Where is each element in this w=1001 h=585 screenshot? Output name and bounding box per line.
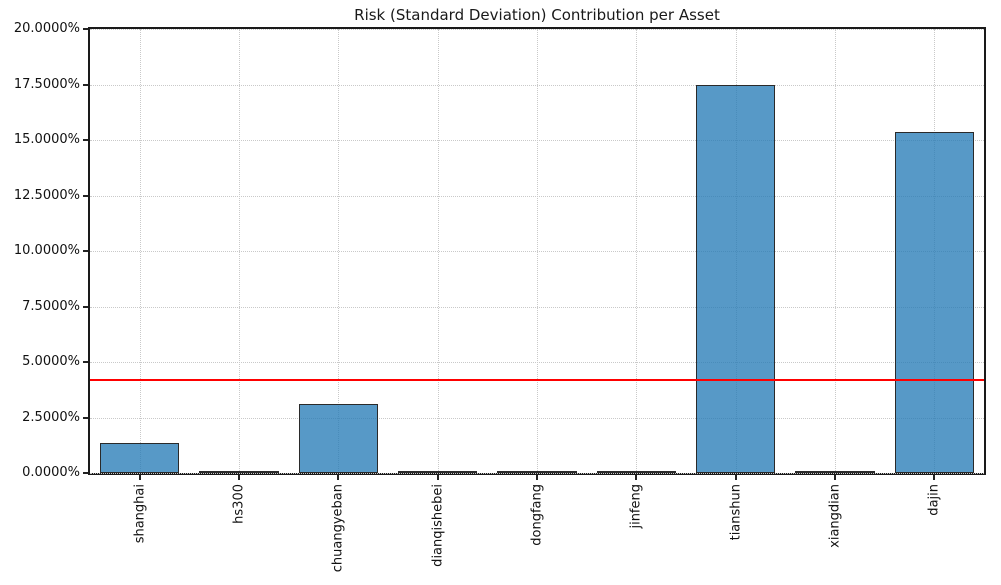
y-axis-tick-mark [83, 361, 88, 363]
x-axis-tick-label: dajin [926, 484, 942, 516]
x-axis-tick-mark [337, 475, 340, 480]
x-axis-tick-label: hs300 [231, 484, 247, 524]
y-axis-tick-label: 10.0000% [13, 243, 80, 258]
bar-tianshun [695, 85, 776, 473]
chart-title: Risk (Standard Deviation) Contribution p… [354, 6, 720, 24]
x-axis-tick-label: dianqishebei [430, 484, 446, 567]
bar-dajin [894, 132, 975, 473]
bar-dianqishebei [397, 470, 478, 473]
plot-area [88, 27, 986, 475]
v-gridline [437, 29, 439, 473]
x-axis-tick-mark [138, 475, 141, 480]
y-axis-tick-mark [83, 194, 88, 197]
x-axis-tick-label: xiangdian [827, 484, 843, 548]
bar-xiangdian [795, 470, 875, 473]
y-axis-tick-label: 15.0000% [13, 132, 80, 147]
reference-line-layer [90, 29, 984, 473]
y-axis-tick-label: 17.5000% [13, 76, 80, 92]
x-axis-tick-mark [436, 475, 439, 480]
x-axis-tick-label: dongfang [529, 484, 545, 546]
x-axis-tick-mark [635, 475, 638, 480]
v-gridline [139, 29, 141, 473]
y-axis-tick-label: 5.0000% [22, 354, 80, 369]
x-axis-tick-label: tianshun [728, 484, 744, 541]
y-axis-tick-mark [83, 139, 88, 141]
y-axis-tick-mark [83, 83, 88, 86]
h-gridline [90, 473, 984, 474]
x-axis-tick-mark [933, 475, 936, 480]
y-axis-tick-mark [83, 416, 88, 419]
v-gridline [835, 29, 836, 473]
bar-jinfeng [596, 470, 677, 473]
y-axis-tick-label: 2.5000% [22, 409, 80, 425]
bar-shanghai [99, 443, 180, 473]
x-axis-tick-mark [734, 475, 737, 480]
y-axis-tick-label: 20.0000% [13, 21, 80, 36]
x-axis-tick-label: chuangyeban [330, 484, 346, 573]
x-axis-tick-mark [834, 475, 836, 480]
v-gridline [338, 29, 340, 473]
bar-hs300 [199, 470, 279, 473]
bar-dongfang [497, 470, 577, 473]
y-axis-tick-label: 7.5000% [22, 298, 80, 314]
x-axis-tick-mark [536, 475, 538, 480]
bar-chuangyeban [298, 403, 379, 473]
x-axis-tick-mark [238, 475, 240, 480]
y-axis-tick-mark [83, 305, 88, 308]
y-axis-tick-mark [83, 28, 88, 30]
x-axis-tick-label: jinfeng [628, 484, 644, 529]
v-gridline [537, 29, 538, 473]
y-axis-tick-label: 12.5000% [13, 187, 80, 203]
bar-layer [90, 29, 984, 473]
y-axis-tick-mark [83, 472, 88, 474]
x-axis-tick-label: shanghai [132, 484, 148, 544]
y-axis-tick-mark [83, 250, 88, 252]
y-axis-tick-label: 0.0000% [22, 465, 80, 480]
v-gridline [636, 29, 638, 473]
v-gridline [239, 29, 240, 473]
reference-line [90, 378, 984, 381]
